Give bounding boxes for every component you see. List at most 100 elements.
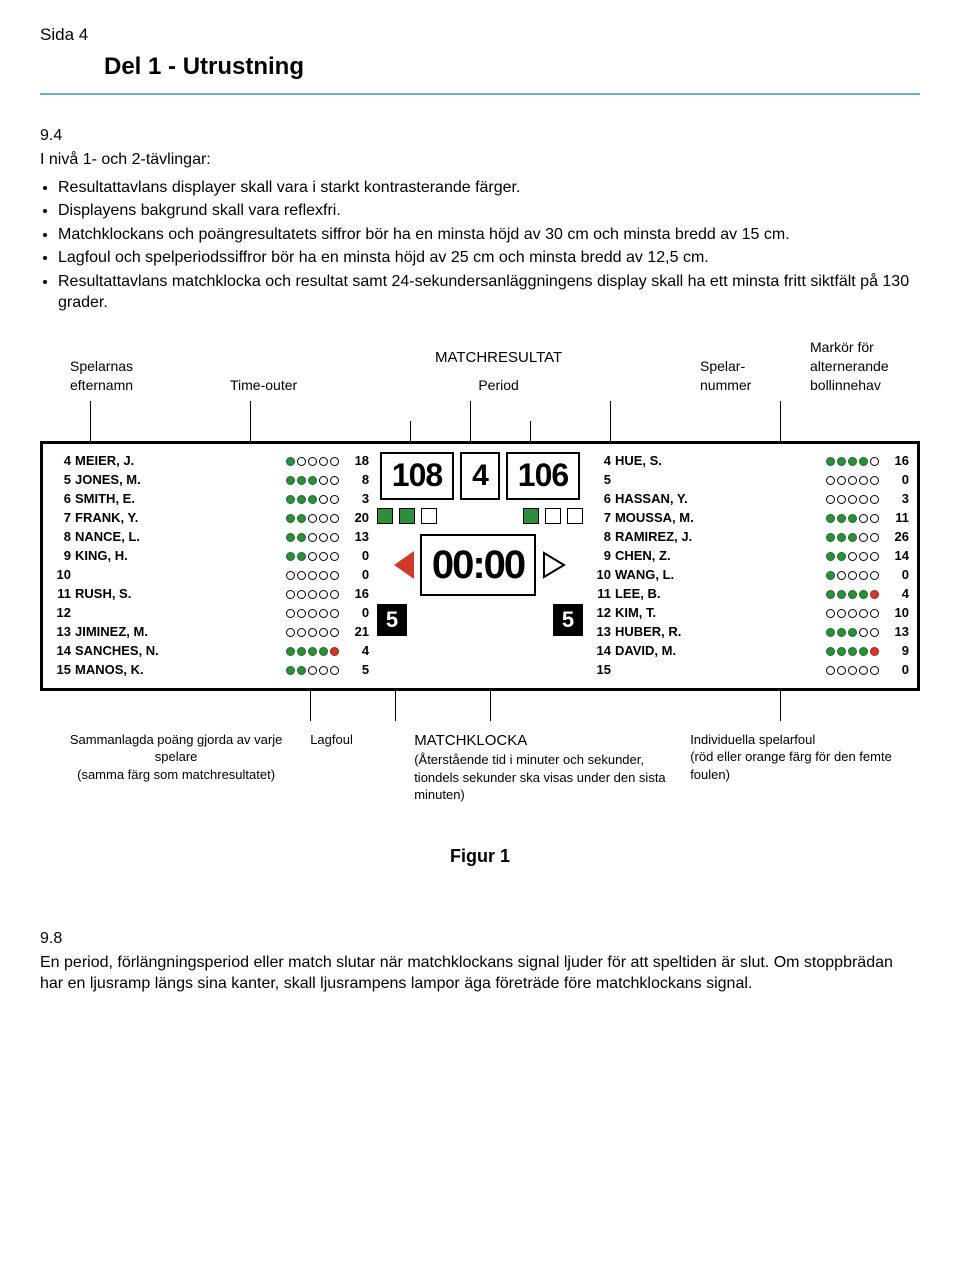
intro-text: I nivå 1- och 2-tävlingar:	[40, 149, 920, 171]
roster-row: 5JONES, M.8	[51, 471, 369, 490]
roster-row: 8RAMIREZ, J.26	[591, 528, 909, 547]
player-number: 15	[51, 661, 71, 679]
foul-dot	[286, 666, 295, 675]
annot-team-fouls: Lagfoul	[310, 731, 396, 749]
foul-dot	[286, 476, 295, 485]
foul-dot	[826, 514, 835, 523]
roster-row: 7FRANK, Y.20	[51, 509, 369, 528]
player-number: 11	[51, 585, 71, 603]
center-panel: 108 4 106 00:00 5 5	[377, 452, 583, 680]
foul-dot	[859, 609, 868, 618]
period-display: 4	[460, 452, 500, 500]
foul-dot	[286, 533, 295, 542]
roster-row: 13HUBER, R.13	[591, 623, 909, 642]
foul-dot	[308, 609, 317, 618]
foul-dot	[837, 628, 846, 637]
home-timeouts	[377, 508, 437, 524]
player-fouls	[286, 552, 339, 561]
annot-timeouts: Time-outer	[230, 376, 297, 395]
bullet-item: Displayens bakgrund skall vara reflexfri…	[58, 200, 920, 222]
foul-dot	[330, 647, 339, 656]
timeout-indicator	[545, 508, 561, 524]
foul-dot	[837, 533, 846, 542]
foul-dot	[330, 628, 339, 637]
annotation-row-bottom: Sammanlagda poäng gjorda av varje spelar…	[60, 731, 920, 804]
foul-dot	[859, 533, 868, 542]
foul-dot	[848, 533, 857, 542]
foul-dot	[319, 666, 328, 675]
foul-dot	[286, 552, 295, 561]
player-name: FRANK, Y.	[75, 509, 280, 527]
foul-dot	[826, 552, 835, 561]
roster-row: 50	[591, 471, 909, 490]
player-number: 6	[591, 490, 611, 508]
annot-possession: Markör för alternerande bollinnehav	[810, 338, 920, 395]
player-fouls	[286, 590, 339, 599]
player-number: 12	[51, 604, 71, 622]
annot-matchresult: MATCHRESULTAT	[435, 348, 562, 368]
player-points: 14	[885, 547, 909, 565]
foul-dot	[837, 552, 846, 561]
foul-dot	[859, 514, 868, 523]
roster-row: 150	[591, 661, 909, 680]
player-fouls	[286, 457, 339, 466]
foul-dot	[848, 552, 857, 561]
away-team-fouls-display: 5	[553, 604, 583, 636]
roster-row: 9KING, H.0	[51, 547, 369, 566]
player-fouls	[826, 495, 879, 504]
foul-dot	[297, 571, 306, 580]
player-fouls	[826, 476, 879, 485]
foul-dot	[848, 495, 857, 504]
foul-dot	[297, 476, 306, 485]
player-name: CHEN, Z.	[615, 547, 820, 565]
foul-dot	[308, 476, 317, 485]
player-number: 9	[51, 547, 71, 565]
foul-dot	[870, 514, 879, 523]
leader-lines-bottom	[40, 691, 920, 721]
roster-row: 120	[51, 604, 369, 623]
player-points: 3	[885, 490, 909, 508]
player-fouls	[286, 647, 339, 656]
player-points: 16	[345, 585, 369, 603]
foul-dot	[308, 647, 317, 656]
foul-dot	[848, 476, 857, 485]
foul-dot	[826, 533, 835, 542]
player-name: MOUSSA, M.	[615, 509, 820, 527]
player-fouls	[826, 628, 879, 637]
bullet-item: Resultattavlans matchklocka och resultat…	[58, 271, 920, 314]
foul-dot	[286, 647, 295, 656]
foul-dot	[319, 495, 328, 504]
foul-dot	[837, 495, 846, 504]
rule-number-94: 9.4	[40, 125, 920, 147]
foul-dot	[308, 495, 317, 504]
foul-dot	[319, 609, 328, 618]
foul-dot	[308, 514, 317, 523]
leader-lines-top	[40, 401, 920, 441]
foul-dot	[308, 628, 317, 637]
player-fouls	[826, 571, 879, 580]
player-number: 15	[591, 661, 611, 679]
possession-arrow-left	[394, 551, 414, 579]
roster-row: 6SMITH, E.3	[51, 490, 369, 509]
foul-dot	[837, 571, 846, 580]
annot-game-clock-sub: (Återstående tid i minuter och sekunder,…	[414, 751, 672, 804]
foul-dot	[826, 571, 835, 580]
roster-row: 4HUE, S.16	[591, 452, 909, 471]
player-name: JONES, M.	[75, 471, 280, 489]
foul-dot	[870, 476, 879, 485]
player-number: 14	[51, 642, 71, 660]
player-points: 3	[345, 490, 369, 508]
foul-dot	[826, 476, 835, 485]
home-team-panel: 4MEIER, J.185JONES, M.86SMITH, E.37FRANK…	[51, 452, 369, 680]
scoreboard: 4MEIER, J.185JONES, M.86SMITH, E.37FRANK…	[40, 441, 920, 691]
player-name: SMITH, E.	[75, 490, 280, 508]
foul-dot	[286, 609, 295, 618]
roster-row: 6HASSAN, Y.3	[591, 490, 909, 509]
player-points: 0	[345, 566, 369, 584]
away-score-display: 106	[506, 452, 580, 500]
foul-dot	[848, 571, 857, 580]
player-name: NANCE, L.	[75, 528, 280, 546]
foul-dot	[319, 590, 328, 599]
foul-dot	[837, 457, 846, 466]
roster-row: 9CHEN, Z.14	[591, 547, 909, 566]
